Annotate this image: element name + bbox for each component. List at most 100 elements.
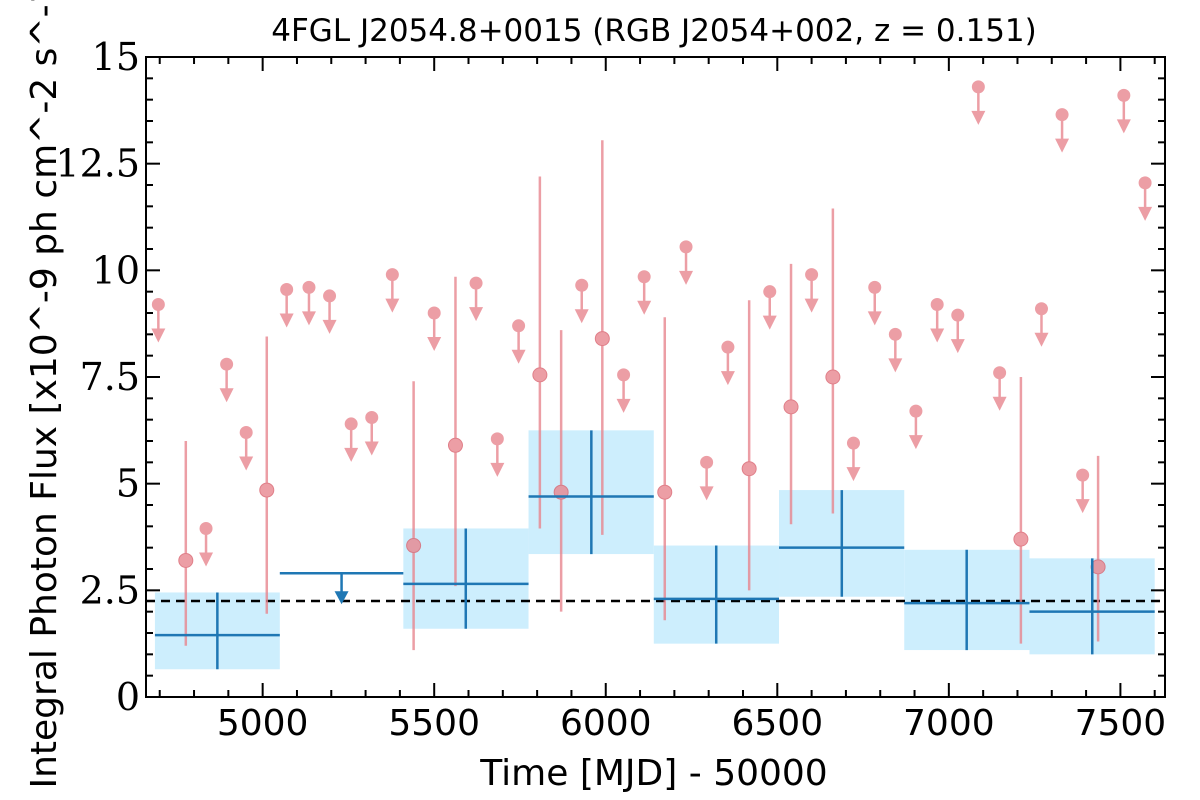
short-bin-upper-limit [867, 280, 882, 326]
long-bin-bands [154, 430, 1155, 670]
axes: 5000 5500 6000 6500 7000 7500 0 2.5 5 7.5 10 12.5 15 [55, 35, 1166, 744]
short-bin-upper-limit [971, 80, 986, 125]
upper-limit-point [1117, 88, 1131, 102]
upper-limit-point [575, 278, 589, 292]
short-bin-upper-limit [199, 521, 214, 567]
short-bin-detection [741, 300, 757, 591]
upper-limit-point [490, 432, 504, 446]
long-bin-detection [528, 430, 654, 555]
short-bin-upper-limit [1075, 468, 1090, 514]
long-bin-detection [403, 528, 529, 629]
x-tick-label: 7000 [903, 703, 995, 744]
upper-limit-arrow-head [385, 298, 400, 313]
upper-limit-arrow-head [846, 467, 861, 482]
short-bin-upper-limit [1138, 176, 1153, 221]
short-bin-detection [825, 208, 841, 514]
upper-limit-point [637, 270, 651, 284]
short-bin-upper-limit [930, 297, 945, 343]
upper-limit-arrow-head [762, 315, 777, 330]
short-bin-detection [1013, 377, 1029, 644]
upper-limit-arrow-head [1116, 119, 1131, 134]
upper-limit-arrow-head [971, 110, 986, 125]
long-bin-detection [154, 592, 280, 670]
short-bin-upper-limit [469, 276, 484, 322]
x-tick-label: 5000 [217, 703, 309, 744]
short-bin-point [532, 367, 548, 383]
y-axis-label: Integral Photon Flux [x10^-9 ph cm^-2 s^… [24, 0, 65, 789]
upper-limit-arrow-head [1034, 332, 1049, 347]
short-bin-upper-limit [679, 240, 694, 285]
x-tick-label: 7500 [1075, 703, 1167, 744]
y-tick-label: 7.5 [80, 355, 140, 399]
upper-limit-arrow-head [511, 349, 526, 364]
upper-limit-point [1055, 108, 1069, 122]
short-bin-upper-limit [385, 268, 400, 313]
upper-limit-point [344, 417, 358, 431]
short-bin-point [406, 538, 422, 554]
short-bin-upper-limit [151, 297, 166, 343]
y-tick-label: 2.5 [80, 568, 140, 612]
short-bin-point [741, 461, 757, 477]
short-bin-detection [447, 276, 463, 587]
short-bin-upper-limit [344, 417, 359, 462]
short-bin-points [151, 80, 1153, 651]
short-bin-upper-limit [637, 270, 652, 315]
upper-limit-point [721, 340, 735, 354]
upper-limit-arrow-head [992, 396, 1007, 411]
upper-limit-point [805, 268, 819, 282]
upper-limit-point [427, 306, 441, 320]
short-bin-detection [594, 140, 610, 535]
short-bin-point [1013, 531, 1029, 547]
short-bin-point [825, 369, 841, 385]
short-bin-upper-limit [804, 268, 819, 313]
upper-limit-arrow-head [279, 313, 294, 328]
short-bin-upper-limit [1034, 302, 1049, 347]
upper-limit-point [951, 308, 965, 322]
upper-limit-arrow-head [199, 552, 214, 567]
long-bin-upper-limit [279, 572, 404, 605]
upper-limit-point [365, 411, 379, 425]
short-bin-upper-limit [888, 327, 903, 373]
short-bin-detection [178, 441, 194, 646]
short-bin-upper-limit [762, 285, 777, 330]
upper-limit-arrow-head [239, 456, 254, 471]
x-tick-label: 5500 [388, 703, 480, 744]
short-bin-upper-limit [490, 432, 505, 477]
upper-limit-point [280, 283, 294, 297]
x-axis-label: Time [MJD] - 50000 [479, 753, 827, 794]
short-bin-upper-limit [427, 306, 442, 351]
upper-limit-point [888, 327, 902, 341]
long-bin-detection [653, 545, 780, 644]
upper-limit-point [909, 404, 923, 418]
upper-limit-arrow-head [679, 270, 694, 285]
y-tick-label: 10 [92, 248, 140, 292]
upper-limit-arrow-head [720, 371, 735, 386]
upper-limit-arrow-head [151, 328, 166, 343]
upper-limit-arrow-head [930, 328, 945, 343]
y-tick-label: 12.5 [55, 142, 140, 186]
short-bin-upper-limit [574, 278, 589, 324]
short-bin-detection [657, 317, 673, 621]
short-bin-upper-limit [908, 404, 923, 450]
long-bin-detection [779, 490, 905, 597]
upper-limit-point [385, 268, 399, 282]
short-bin-upper-limit [279, 283, 294, 328]
short-bin-detection [259, 336, 275, 614]
upper-limit-point [1034, 302, 1048, 316]
upper-limit-arrow-head [867, 311, 882, 326]
upper-limit-point [971, 80, 985, 94]
upper-limit-arrow-head [322, 319, 337, 334]
upper-limit-arrow-head [344, 447, 359, 462]
upper-limit-point [679, 240, 693, 254]
short-bin-upper-limit [364, 411, 379, 456]
upper-limit-point [617, 368, 631, 382]
upper-limit-point [220, 357, 234, 371]
upper-limit-arrow-head [490, 462, 505, 477]
chart-title: 4FGL J2054.8+0015 (RGB J2054+002, z = 0.… [271, 13, 1037, 49]
upper-limit-arrow-head [1138, 206, 1153, 221]
long-bin-points [154, 430, 1155, 670]
short-bin-upper-limit [992, 366, 1007, 411]
long-bin-detection [904, 549, 1030, 651]
long-bin-detection [1029, 558, 1155, 655]
